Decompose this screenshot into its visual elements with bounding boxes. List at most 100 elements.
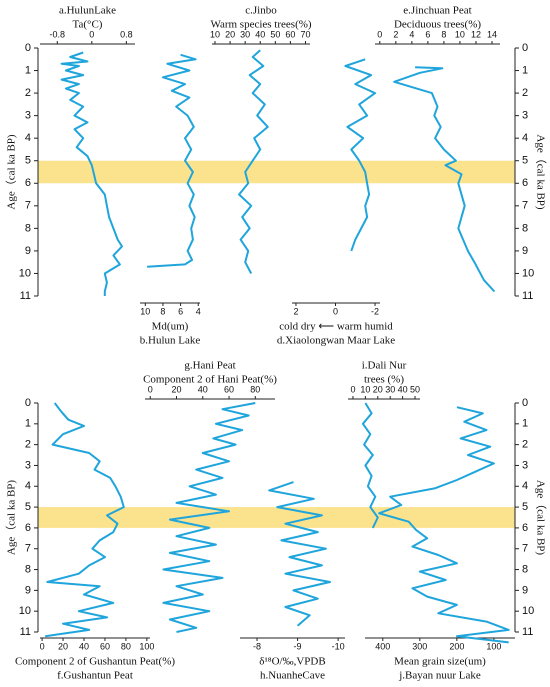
age-tick-label: 2 — [25, 87, 31, 99]
age-tick-label: 3 — [522, 110, 528, 122]
series-line — [60, 51, 123, 296]
x-tick-label: 70 — [300, 29, 310, 39]
age-tick-label: 9 — [522, 245, 528, 257]
age-tick-label: 3 — [25, 459, 31, 471]
x-tick-label: 40 — [398, 384, 408, 394]
age-tick-label: 9 — [522, 584, 528, 596]
x-tick-label: 10 — [210, 29, 220, 39]
x-tick-label: -0.8 — [50, 29, 66, 39]
age-tick-label: 8 — [25, 563, 31, 575]
series-line — [393, 66, 496, 293]
age-tick-label: 11 — [20, 290, 31, 302]
age-tick-label: 6 — [522, 522, 528, 534]
series-label: d.Xiaolongwan Maar Lake — [277, 335, 395, 347]
age-tick-label: 1 — [25, 418, 31, 430]
age-tick-label: 5 — [25, 155, 31, 167]
x-tick-label: 30 — [385, 384, 395, 394]
age-tick-label: 2 — [522, 439, 528, 451]
age-tick-label: 2 — [522, 87, 528, 99]
x-tick-label: 6 — [178, 306, 183, 316]
age-tick-label: 0 — [25, 397, 31, 409]
x-tick-label: 0 — [350, 384, 355, 394]
x-tick-label: 4 — [409, 29, 414, 39]
x-tick-label: 4 — [196, 306, 201, 316]
x-tick-label: 30 — [240, 29, 250, 39]
x-tick-label: 100 — [139, 641, 154, 651]
highlight-band — [38, 507, 515, 528]
x-tick-label: 12 — [471, 29, 481, 39]
x-tick-label: -9 — [294, 641, 302, 651]
x-tick-label: 40 — [255, 29, 265, 39]
age-axis-label: Age（cal ka BP) — [534, 480, 547, 555]
x-tick-label: 0 — [40, 641, 45, 651]
x-tick-label: 40 — [198, 384, 208, 394]
x-tick-label: 50 — [270, 29, 280, 39]
x-tick-label: 0.8 — [120, 29, 133, 39]
x-tick-label: 80 — [121, 641, 131, 651]
x-tick-label: 6 — [425, 29, 430, 39]
highlight-band — [38, 160, 515, 184]
x-tick-label: 10 — [455, 29, 465, 39]
x-tick-label: 10 — [140, 306, 150, 316]
series-label: Warm species trees(%) — [210, 19, 311, 31]
series-label: Mean grain size(um) — [394, 656, 486, 668]
age-tick-label: 7 — [25, 543, 31, 555]
age-tick-label: 9 — [25, 245, 31, 257]
series-label: Component 2 of Hani Peat(%) — [143, 374, 277, 386]
series-line — [45, 402, 125, 638]
series-line — [344, 58, 377, 252]
age-axis-label: Age（cal ka BP) — [5, 480, 18, 555]
age-tick-label: 10 — [19, 267, 31, 279]
series-label: Md(um) — [152, 321, 189, 333]
x-tick-label: 40 — [79, 641, 89, 651]
x-tick-label: 20 — [58, 641, 68, 651]
age-tick-label: 0 — [522, 42, 528, 54]
x-tick-label: 8 — [160, 306, 165, 316]
age-tick-label: 10 — [522, 267, 534, 279]
series-line — [238, 49, 269, 274]
x-tick-label: 8 — [441, 29, 446, 39]
x-tick-label: 400 — [375, 641, 390, 651]
age-tick-label: 11 — [522, 290, 533, 302]
series-label: f.Gushantun Peat — [57, 670, 133, 682]
x-tick-label: 0 — [333, 306, 338, 316]
age-tick-label: 8 — [25, 222, 31, 234]
age-tick-label: 3 — [25, 110, 31, 122]
age-tick-label: 6 — [25, 177, 31, 189]
age-tick-label: 1 — [522, 418, 528, 430]
x-tick-label: 50 — [410, 384, 420, 394]
age-tick-label: 9 — [25, 584, 31, 596]
age-tick-label: 8 — [522, 222, 528, 234]
series-label: h.NuanheCave — [260, 670, 325, 682]
x-tick-label: 0 — [377, 29, 382, 39]
age-tick-label: 0 — [25, 42, 31, 54]
x-tick-label: 20 — [172, 384, 182, 394]
age-tick-label: 5 — [522, 501, 528, 513]
age-tick-label: 2 — [25, 439, 31, 451]
x-tick-label: 2 — [293, 306, 298, 316]
series-label: e.Jinchuan Peat — [403, 5, 471, 17]
x-tick-label: 300 — [412, 641, 427, 651]
x-tick-label: 60 — [285, 29, 295, 39]
series-label: c.Jinbo — [245, 5, 277, 17]
series-label: g.Hani Peat — [184, 360, 235, 372]
x-tick-label: -8 — [253, 641, 261, 651]
age-tick-label: 7 — [522, 200, 528, 212]
series-label: Component 2 of Gushantun Peat(%) — [15, 656, 175, 668]
age-axis-label: Age（cal ka BP) — [5, 134, 18, 209]
x-tick-label: 14 — [487, 29, 497, 39]
age-tick-label: 8 — [522, 563, 528, 575]
age-tick-label: 6 — [522, 177, 528, 189]
series-label: i.Dali Nur — [362, 360, 407, 372]
age-tick-label: 11 — [522, 626, 533, 638]
series-label: j.Bayan nuur Lake — [398, 670, 481, 682]
x-tick-label: 60 — [224, 384, 234, 394]
age-tick-label: 0 — [522, 397, 528, 409]
age-tick-label: 1 — [522, 64, 528, 76]
x-tick-label: 2 — [393, 29, 398, 39]
age-tick-label: 11 — [20, 626, 31, 638]
x-tick-label: 100 — [486, 641, 501, 651]
series-label: b.Hulun Lake — [140, 335, 201, 347]
x-tick-label: -2 — [371, 306, 379, 316]
series-label: a.HulunLake — [59, 5, 116, 17]
